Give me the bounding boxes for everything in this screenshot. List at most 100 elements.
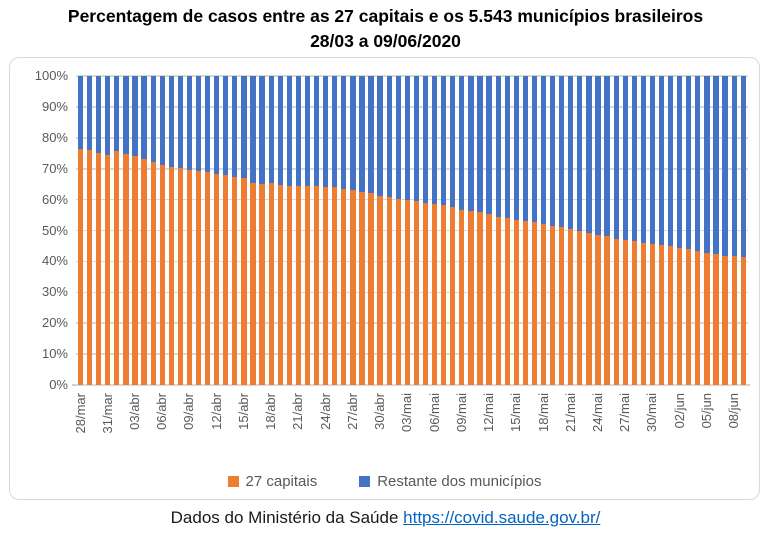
bars-container: [76, 76, 748, 385]
footer-text: Dados do Ministério da Saúde: [170, 508, 399, 527]
bar-segment-restante: [168, 76, 174, 167]
bar-segment-restante: [86, 76, 93, 151]
bar-segment-restante: [232, 76, 238, 178]
x-slot: 06/abr: [154, 390, 169, 460]
bar-segment-capitais: [658, 245, 665, 385]
x-slot: 18/abr: [263, 390, 278, 460]
stacked-bar: [584, 76, 593, 385]
bar-segment-capitais: [586, 232, 592, 385]
x-slot: 21/mai: [563, 390, 578, 460]
x-slot: [357, 390, 366, 460]
stacked-bar: [675, 76, 684, 385]
bar-segment-restante: [304, 76, 311, 186]
bar-segment-capitais: [441, 205, 447, 385]
bar-segment-capitais: [150, 162, 156, 385]
x-slot: [494, 390, 503, 460]
bar-segment-capitais: [531, 222, 538, 385]
bar-segment-capitais: [595, 234, 601, 385]
stacked-bar: [376, 76, 385, 385]
x-axis: 28/mar 31/mar 03/abr 06/abr 09/abr 12/abr 15/a…: [73, 390, 748, 460]
bar-segment-capitais: [277, 185, 283, 385]
stacked-bar: [194, 76, 203, 385]
bar-segment-capitais: [368, 193, 374, 385]
bar-segment-capitais: [513, 219, 519, 385]
bar-segment-capitais: [304, 185, 311, 385]
stacked-bar: [630, 76, 639, 385]
bar-segment-restante: [332, 76, 338, 188]
x-slot: [385, 390, 394, 460]
bar-segment-capitais: [577, 230, 583, 385]
bar-segment-restante: [96, 76, 102, 154]
bar-segment-capitais: [214, 173, 220, 385]
bar-segment-restante: [477, 76, 483, 213]
bar-segment-capitais: [495, 216, 501, 385]
stacked-bar: [394, 76, 403, 385]
x-slot: [630, 390, 639, 460]
bar-segment-capitais: [540, 223, 547, 385]
stacked-bar: [693, 76, 702, 385]
stacked-bar: [158, 76, 167, 385]
x-slot: 03/mai: [399, 390, 414, 460]
bar-segment-capitais: [740, 257, 746, 385]
bar-segment-restante: [177, 76, 184, 169]
legend-item: Restante dos municípios: [359, 473, 541, 490]
bar-segment-capitais: [323, 186, 329, 385]
stacked-bar: [530, 76, 539, 385]
bar-segment-restante: [141, 76, 147, 160]
bar-segment-restante: [495, 76, 501, 217]
x-slot: 27/mai: [617, 390, 632, 460]
bar-segment-capitais: [468, 210, 474, 385]
chart-title-line2: 28/03 a 09/06/2020: [310, 31, 461, 51]
x-slot: [303, 390, 312, 460]
y-tick-label: 80%: [41, 129, 68, 145]
bar-segment-restante: [441, 76, 447, 206]
bar-segment-capitais: [241, 177, 247, 385]
x-slot: [657, 390, 666, 460]
gridline: [76, 198, 748, 201]
footer-link[interactable]: https://covid.saude.gov.br/: [403, 508, 601, 527]
x-slot: [85, 390, 94, 460]
legend-swatch: [227, 475, 239, 487]
stacked-bar: [176, 76, 185, 385]
x-slot: 03/abr: [127, 390, 142, 460]
bar-segment-restante: [713, 76, 719, 254]
x-slot: [330, 390, 339, 460]
bar-segment-capitais: [549, 225, 556, 385]
bar-segment-restante: [368, 76, 374, 194]
bar-segment-capitais: [704, 252, 710, 385]
x-slot: [684, 390, 693, 460]
stacked-bar: [321, 76, 330, 385]
bar-segment-capitais: [522, 220, 528, 385]
chart-frame: 28/mar 31/mar 03/abr 06/abr 09/abr 12/abr 15/a…: [9, 57, 760, 500]
stacked-bar: [702, 76, 711, 385]
x-slot: [248, 390, 257, 460]
stacked-bar: [258, 76, 267, 385]
stacked-bar: [539, 76, 548, 385]
stacked-bar: [648, 76, 657, 385]
bar-segment-restante: [295, 76, 302, 186]
stacked-bar: [403, 76, 412, 385]
bar-segment-capitais: [359, 191, 365, 385]
stacked-bar: [357, 76, 366, 385]
bar-segment-capitais: [713, 253, 719, 385]
bar-segment-capitais: [341, 189, 347, 385]
stacked-bar: [439, 76, 448, 385]
bar-segment-restante: [740, 76, 746, 258]
y-tick-label: 0%: [49, 377, 68, 392]
stacked-bar: [312, 76, 321, 385]
bar-segment-restante: [395, 76, 401, 199]
bar-segment-capitais: [295, 185, 302, 385]
bar-segment-restante: [631, 76, 637, 241]
y-tick-label: 70%: [41, 160, 68, 176]
bar-segment-restante: [77, 76, 84, 149]
x-slot: 02/jun: [672, 390, 687, 460]
bar-segment-restante: [622, 76, 628, 240]
x-slot: 12/mai: [481, 390, 496, 460]
stacked-bar: [593, 76, 602, 385]
bar-segment-capitais: [332, 187, 338, 385]
y-tick-label: 10%: [41, 346, 68, 362]
bar-segment-capitais: [77, 148, 84, 385]
bar-segment-restante: [323, 76, 329, 187]
stacked-bar: [130, 76, 139, 385]
x-slot: [412, 390, 421, 460]
